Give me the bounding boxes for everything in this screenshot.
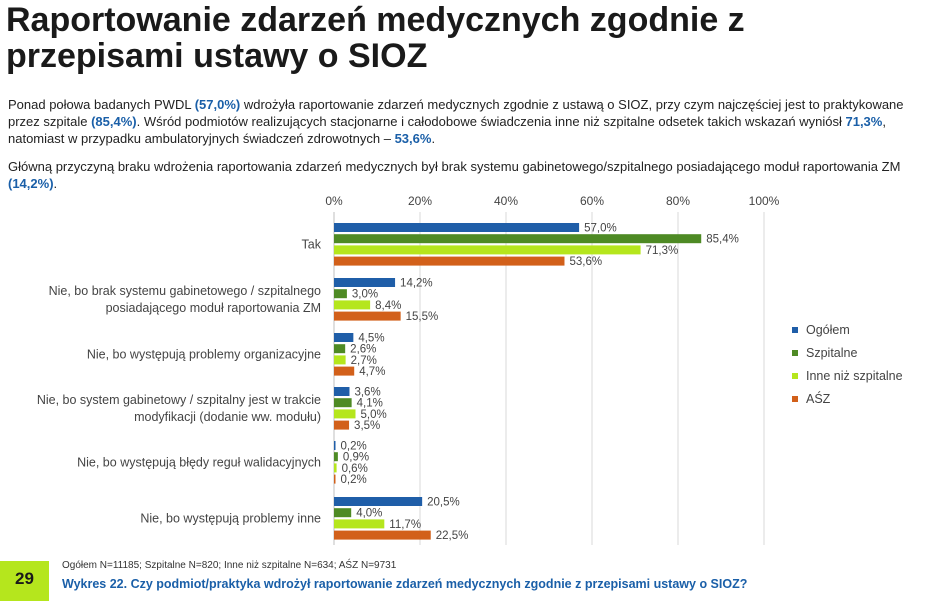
p1-text-1: Ponad połowa badanych PWDL [8,97,195,112]
intro-paragraph: Ponad połowa badanych PWDL (57,0%) wdroż… [8,96,933,147]
bar [334,398,352,408]
data-label: 3,6% [354,387,380,399]
p2-text-1: Główną przyczyną braku wdrożenia raporto… [8,159,901,174]
data-label: 11,7% [389,519,421,531]
p1-value-3: 71,3% [845,114,883,129]
bar [334,497,423,506]
page-title: Raportowanie zdarzeń medycznych zgodnie … [6,1,745,75]
bar [334,311,401,321]
data-label: 4,7% [359,366,385,378]
data-label: 3,5% [354,420,380,432]
legend-label: Ogółem [806,323,850,337]
bar [334,441,336,450]
data-label: 22,5% [436,530,469,542]
x-tick-label: 20% [408,194,432,208]
bar [334,300,371,310]
bar [334,223,580,232]
bar [334,234,702,244]
p1-text-5: . [431,131,436,146]
data-label: 3,0% [352,289,378,301]
legend-swatch [792,327,798,333]
legend-swatch [792,350,798,356]
category-label: Tak [302,237,322,251]
x-tick-label: 80% [666,194,690,208]
x-tick-label: 60% [580,194,604,208]
p1-text-4: , natomiast w przypadku ambulatoryjnych … [8,114,886,146]
p1-value-2: (85,4%) [91,114,137,129]
bar [334,387,350,396]
bar [334,289,347,299]
category-label: Nie, bo występują błędy reguł walidacyjn… [77,455,321,469]
data-label: 57,0% [584,223,617,235]
category-label: Nie, bo brak systemu gabinetowego / szpi… [49,284,321,298]
x-tick-label: 100% [749,194,780,208]
data-label: 15,5% [406,311,439,323]
data-label: 2,7% [351,355,377,367]
data-label: 5,0% [361,409,387,421]
chart-caption: Wykres 22. Czy podmiot/praktyka wdrożył … [62,577,748,591]
bar [334,278,396,287]
bar [334,463,337,473]
x-tick-label: 40% [494,194,518,208]
data-label: 85,4% [706,234,739,246]
data-label: 0,2% [341,441,367,453]
p1-value-1: (57,0%) [194,97,241,112]
legend-label: AŚZ [806,391,831,406]
data-label: 4,5% [358,333,384,345]
bar [334,256,565,266]
bar [334,420,350,430]
data-label: 0,2% [341,474,367,486]
data-label: 71,3% [646,245,679,257]
data-label: 2,6% [350,344,376,356]
p2-value-1: (14,2%) [8,176,54,191]
bar [334,530,431,540]
data-label: 4,0% [356,508,382,520]
bar [334,508,352,518]
p1-text-2: wdrożyła raportowanie zdarzeń medycznych… [8,97,904,129]
bar [334,474,336,484]
data-label: 20,5% [427,497,460,509]
category-label: modyfikacji (dodanie ww. modułu) [134,410,321,424]
data-label: 14,2% [400,278,433,290]
data-label: 4,1% [357,398,383,410]
page-number: 29 [0,561,49,601]
category-label: Nie, bo system gabinetowy / szpitalny je… [37,393,321,407]
legend-swatch [792,396,798,402]
bar-chart: 0% 20% 40% 60% 80% 100% Tak 57,0% 85,4% 71,3% 53,6… [37,194,903,545]
second-paragraph: Główną przyczyną braku wdrożenia raporto… [8,158,933,192]
x-tick-label: 0% [325,194,343,208]
p1-text-3: . Wśród podmiotów realizujących stacjona… [136,114,846,129]
bar [334,344,346,354]
legend-swatch [792,373,798,379]
bar [334,366,355,376]
bar [334,519,385,529]
data-label: 0,9% [343,452,369,464]
category-label: Nie, bo występują problemy organizacyjne [87,347,321,361]
bar [334,355,346,365]
sample-size-note: Ogółem N=11185; Szpitalne N=820; Inne ni… [62,560,397,571]
bar [334,245,641,255]
bar [334,333,354,342]
bar [334,409,356,419]
data-label: 53,6% [569,256,602,268]
p2-text-2: . [53,176,58,191]
data-label: 0,6% [342,463,368,475]
legend-label: Inne niż szpitalne [806,369,903,383]
data-label: 8,4% [375,300,401,312]
bar [334,452,338,462]
category-label: Nie, bo występują problemy inne [140,511,321,525]
legend-label: Szpitalne [806,346,857,360]
p1-value-4: 53,6% [394,131,432,146]
category-label: posiadającego moduł raportowania ZM [106,301,321,315]
